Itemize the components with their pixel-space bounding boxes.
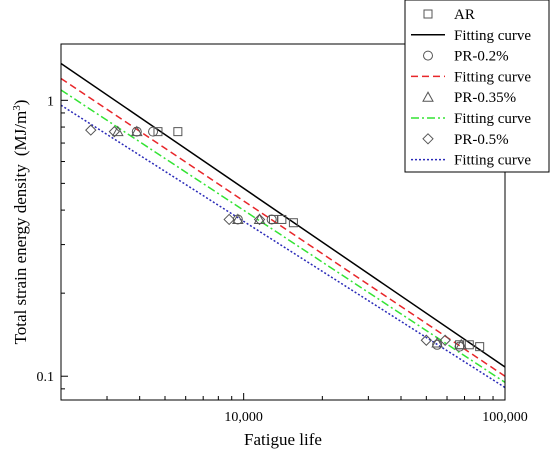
y-axis-ticks: 0.11 [37,94,68,390]
legend-label: Fitting curve [454,69,531,85]
legend-label: Fitting curve [454,111,531,127]
point-pr-0-35 [130,125,143,137]
x-axis-title: Fatigue life [244,430,322,449]
x-axis-ticks: 10,000 100,000 [60,393,528,425]
point-pr-0-35 [111,125,124,137]
x-tick-label: 10,000 [224,410,263,425]
y-tick-label: 0.1 [37,370,55,385]
legend-marker-swatch [422,133,434,145]
point-pr-0-2 [432,339,443,350]
legend-label: Fitting curve [454,153,531,169]
fitting-curve-dashed [60,77,506,377]
point-pr-0-5 [85,124,97,136]
point-pr-0-5 [420,334,433,346]
legend-label: Fitting curve [454,28,531,44]
data-points [85,124,485,352]
legend-marker-swatch [423,50,433,61]
plot-frame [60,43,506,401]
legend: AR Fitting curve PR-0.2% Fitting curve PR-0.… [404,0,550,173]
point-pr-0-5 [439,334,451,346]
legend-label: PR-0.5% [454,132,509,148]
point-pr-0-5 [253,213,266,226]
point-pr-0-35 [431,336,443,348]
point-pr-0-5 [108,125,121,138]
point-pr-0-35 [231,213,244,224]
y-tick-label: 1 [47,94,54,109]
point-pr-0-35 [455,338,468,350]
point-pr-0-2 [266,214,277,225]
point-ar [173,127,183,137]
point-ar [288,218,298,228]
x-tick-label: 100,000 [482,410,528,425]
legend-label: AR [454,7,475,23]
point-pr-0-2 [148,126,159,137]
point-pr-0-5 [223,213,235,226]
y-axis-title: Total strain energy density(MJ/m3) [11,100,30,345]
point-ar [464,340,474,350]
legend-marker-swatch [423,9,433,19]
fitting-curve-dashdot [60,89,506,383]
legend-label: PR-0.2% [454,49,509,65]
legend-marker-swatch [422,91,434,102]
point-pr-0-35 [253,213,266,224]
point-ar [277,214,287,224]
point-ar [475,342,485,352]
legend-label: PR-0.35% [454,90,516,106]
point-ar [153,127,163,137]
